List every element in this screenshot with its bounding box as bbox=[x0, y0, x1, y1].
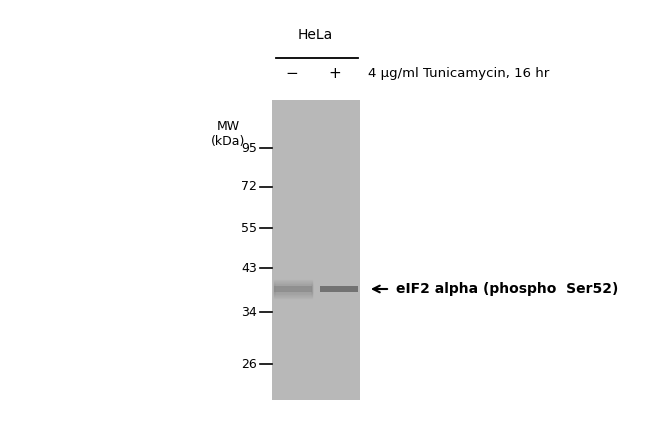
Text: 43: 43 bbox=[241, 262, 257, 274]
Text: 34: 34 bbox=[241, 306, 257, 319]
Text: 4 μg/ml Tunicamycin, 16 hr: 4 μg/ml Tunicamycin, 16 hr bbox=[368, 68, 549, 81]
Bar bbox=[272, 100, 360, 400]
Bar bbox=[274, 286, 312, 292]
Text: −: − bbox=[285, 67, 298, 81]
Bar bbox=[320, 286, 358, 292]
Text: 55: 55 bbox=[241, 222, 257, 235]
Text: 26: 26 bbox=[241, 357, 257, 371]
Text: 95: 95 bbox=[241, 141, 257, 154]
Text: MW
(kDa): MW (kDa) bbox=[211, 120, 245, 148]
Text: +: + bbox=[329, 67, 341, 81]
Text: eIF2 alpha (phospho  Ser52): eIF2 alpha (phospho Ser52) bbox=[396, 282, 618, 296]
Text: 72: 72 bbox=[241, 181, 257, 194]
Text: HeLa: HeLa bbox=[298, 28, 333, 42]
